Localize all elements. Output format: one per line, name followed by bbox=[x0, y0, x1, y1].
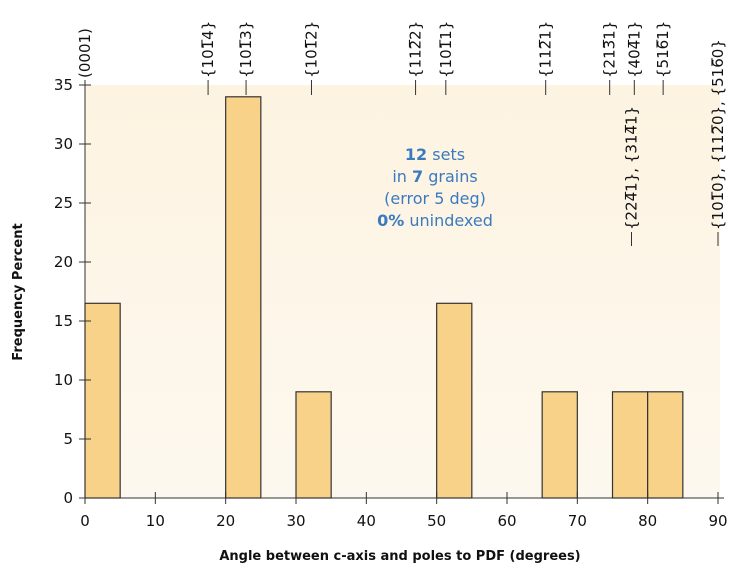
annotation-label: {516̅1} bbox=[654, 21, 672, 78]
note-line: in 7 grains bbox=[392, 167, 477, 186]
note-part: unindexed bbox=[404, 211, 493, 230]
y-axis-label: Frequency Percent bbox=[11, 223, 26, 360]
y-tick-label: 20 bbox=[54, 253, 73, 271]
y-tick-label: 35 bbox=[54, 76, 73, 94]
annotation-label: {404̅1} bbox=[625, 21, 643, 78]
x-tick-label: 60 bbox=[497, 512, 516, 530]
bar bbox=[295, 391, 332, 499]
bar bbox=[611, 391, 649, 499]
bar bbox=[647, 391, 684, 499]
note-part: 0% bbox=[377, 211, 404, 230]
y-tick-label: 5 bbox=[63, 430, 73, 448]
x-tick-label: 10 bbox=[146, 512, 165, 530]
note-part: 7 bbox=[412, 167, 423, 186]
bar bbox=[436, 302, 473, 499]
note-line: 0% unindexed bbox=[377, 211, 493, 230]
annotation-label: {224̅1}, {314̅1} bbox=[622, 106, 640, 230]
bar bbox=[84, 302, 121, 499]
x-tick-label: 90 bbox=[708, 512, 727, 530]
x-tick-label: 20 bbox=[216, 512, 235, 530]
x-tick-label: 80 bbox=[638, 512, 657, 530]
bar bbox=[541, 391, 578, 499]
annotation-label: {101̅1} bbox=[437, 21, 455, 78]
note-part: sets bbox=[427, 145, 465, 164]
y-tick-label: 0 bbox=[63, 489, 73, 507]
note-part: (error 5 deg) bbox=[384, 189, 486, 208]
note-part: grains bbox=[423, 167, 478, 186]
x-tick-label: 40 bbox=[357, 512, 376, 530]
annotation-label: {112̅2} bbox=[407, 21, 425, 78]
note-part: 12 bbox=[405, 145, 427, 164]
annotation-label: {101̅0}, {112̅0}, {516̅0} bbox=[709, 39, 727, 230]
annotation-label: {101̅4} bbox=[199, 21, 217, 78]
y-tick-label: 30 bbox=[54, 135, 73, 153]
note-line: 12 sets bbox=[405, 145, 465, 164]
x-axis-label: Angle between c-axis and poles to PDF (d… bbox=[219, 549, 580, 564]
x-tick-label: 70 bbox=[568, 512, 587, 530]
annotation-label: {112̅1} bbox=[537, 21, 555, 78]
note-line: (error 5 deg) bbox=[384, 189, 486, 208]
x-tick-label: 30 bbox=[286, 512, 305, 530]
bar bbox=[225, 96, 262, 499]
note-part: in bbox=[392, 167, 412, 186]
annotation-label: (0001) bbox=[76, 28, 94, 78]
x-tick-label: 50 bbox=[427, 512, 446, 530]
y-tick-label: 25 bbox=[54, 194, 73, 212]
x-tick-label: 0 bbox=[80, 512, 90, 530]
annotation-label: {101̅2} bbox=[302, 21, 320, 78]
annotation-label: {101̅3} bbox=[237, 21, 255, 78]
y-tick-label: 10 bbox=[54, 371, 73, 389]
annotation-label: {213̅1} bbox=[601, 21, 619, 78]
y-tick-label: 15 bbox=[54, 312, 73, 330]
